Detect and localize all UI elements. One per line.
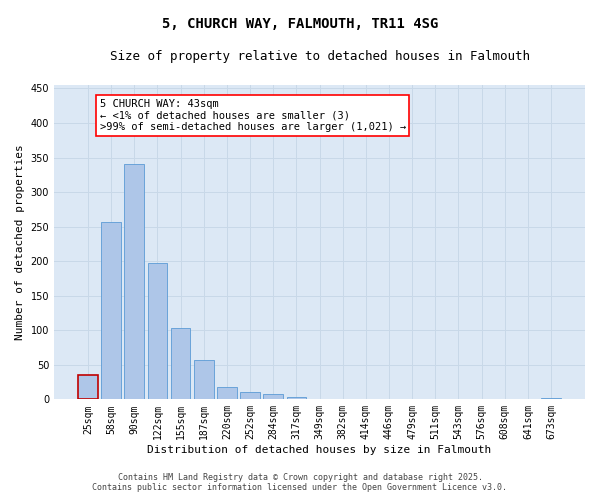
Text: 5, CHURCH WAY, FALMOUTH, TR11 4SG: 5, CHURCH WAY, FALMOUTH, TR11 4SG xyxy=(162,18,438,32)
Bar xyxy=(78,375,98,400)
Bar xyxy=(217,387,237,400)
Bar xyxy=(310,398,329,400)
Bar xyxy=(541,398,561,400)
Bar xyxy=(101,222,121,400)
Bar xyxy=(287,398,306,400)
Bar xyxy=(194,360,214,400)
Y-axis label: Number of detached properties: Number of detached properties xyxy=(15,144,25,340)
X-axis label: Distribution of detached houses by size in Falmouth: Distribution of detached houses by size … xyxy=(148,445,491,455)
Bar xyxy=(148,262,167,400)
Text: 5 CHURCH WAY: 43sqm
← <1% of detached houses are smaller (3)
>99% of semi-detach: 5 CHURCH WAY: 43sqm ← <1% of detached ho… xyxy=(100,99,406,132)
Text: Contains HM Land Registry data © Crown copyright and database right 2025.
Contai: Contains HM Land Registry data © Crown c… xyxy=(92,473,508,492)
Bar xyxy=(263,394,283,400)
Bar xyxy=(379,398,399,400)
Bar xyxy=(240,392,260,400)
Bar xyxy=(171,328,190,400)
Title: Size of property relative to detached houses in Falmouth: Size of property relative to detached ho… xyxy=(110,50,530,63)
Bar xyxy=(124,164,144,400)
